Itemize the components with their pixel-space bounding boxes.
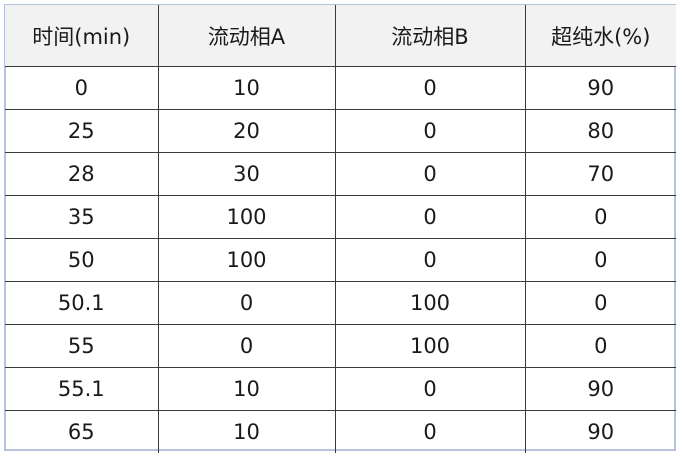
table-cell: 80 [524, 109, 676, 153]
table-cell: 100 [157, 195, 336, 239]
table-cell: 0 [334, 195, 526, 239]
table-cell: 25 [5, 109, 159, 153]
table-cell: 35 [5, 195, 159, 239]
table-cell: 0 [334, 238, 526, 282]
table-row: 25 20 0 80 [5, 109, 676, 153]
table-cell: 20 [157, 109, 336, 153]
table-row: 35 100 0 0 [5, 195, 676, 239]
table-cell: 0 [157, 324, 336, 368]
table-row: 55.1 10 0 90 [5, 367, 676, 411]
table-cell: 10 [157, 410, 336, 453]
column-header: 流动相A [157, 5, 336, 67]
table-cell: 50.1 [5, 281, 159, 325]
header-row: 时间(min) 流动相A 流动相B 超纯水(%) [5, 5, 676, 67]
table-cell: 0 [334, 410, 526, 453]
table-row: 50.1 0 100 0 [5, 281, 676, 325]
table-cell: 0 [524, 195, 676, 239]
table-cell: 0 [157, 281, 336, 325]
table-cell: 30 [157, 152, 336, 196]
column-header: 超纯水(%) [524, 5, 676, 67]
table-cell: 10 [157, 66, 336, 110]
table-cell: 0 [524, 238, 676, 282]
table-row: 65 10 0 90 [5, 410, 676, 453]
table-cell: 100 [334, 281, 526, 325]
table-cell: 28 [5, 152, 159, 196]
table-cell: 10 [157, 367, 336, 411]
table-cell: 0 [524, 324, 676, 368]
table-cell: 0 [334, 109, 526, 153]
table-cell: 50 [5, 238, 159, 282]
table-cell: 100 [334, 324, 526, 368]
table-cell: 55 [5, 324, 159, 368]
table-row: 55 0 100 0 [5, 324, 676, 368]
table-cell: 90 [524, 367, 676, 411]
table-cell: 0 [5, 66, 159, 110]
column-header: 时间(min) [5, 5, 159, 67]
table-cell: 0 [334, 152, 526, 196]
table-row: 28 30 0 70 [5, 152, 676, 196]
table-cell: 0 [334, 66, 526, 110]
table-cell: 100 [157, 238, 336, 282]
table-cell: 65 [5, 410, 159, 453]
table-row: 0 10 0 90 [5, 66, 676, 110]
table-cell: 55.1 [5, 367, 159, 411]
table-cell: 90 [524, 410, 676, 453]
table-cell: 0 [334, 367, 526, 411]
table-cell: 70 [524, 152, 676, 196]
column-header: 流动相B [334, 5, 526, 67]
table-cell: 0 [524, 281, 676, 325]
gradient-table: 时间(min) 流动相A 流动相B 超纯水(%) 0 10 0 90 25 20 0 80 28 30 0… [5, 5, 676, 453]
table-row: 50 100 0 0 [5, 238, 676, 282]
table-cell: 90 [524, 66, 676, 110]
